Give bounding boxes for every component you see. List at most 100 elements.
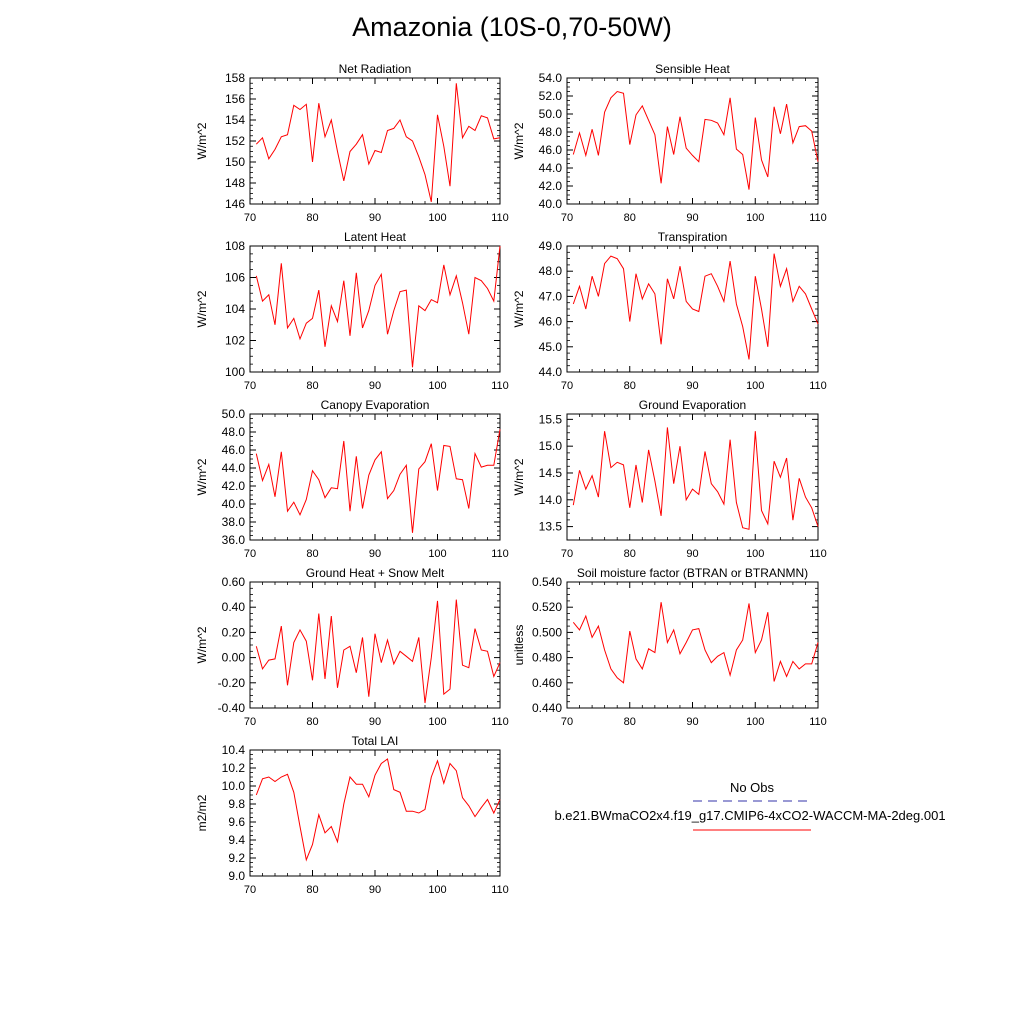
y-tick-label: 158 — [225, 71, 245, 85]
x-tick-label: 110 — [491, 884, 509, 896]
y-tick-label: 10.0 — [222, 779, 246, 793]
x-tick-label: 70 — [244, 212, 256, 224]
series-line-canopy-evaporation — [255, 429, 501, 533]
x-tick-label: 90 — [686, 716, 698, 728]
series-line-ground-heat-snow-melt — [255, 599, 501, 704]
series-line-total-lai — [255, 758, 501, 862]
y-tick-label: 104 — [225, 302, 245, 316]
y-tick-label: 9.0 — [228, 869, 245, 883]
y-axis-label: W/m^2 — [195, 458, 209, 495]
y-tick-label: 48.0 — [539, 125, 563, 139]
series-line-soil-moisture-factor-btran-or-btranmn — [572, 602, 819, 684]
chart-ground-evaporation: Ground Evaporation 70 80 90 100 110 13.5 14.0 14… — [512, 398, 827, 560]
y-tick-label: 106 — [225, 271, 245, 285]
series-line-sensible-heat — [572, 90, 819, 190]
y-tick-label: 0.480 — [532, 651, 562, 665]
chart-title: Ground Evaporation — [639, 398, 746, 412]
x-tick-label: 70 — [244, 548, 256, 560]
x-tick-label: 100 — [428, 212, 446, 224]
x-tick-label: 100 — [428, 380, 446, 392]
y-tick-label: 102 — [225, 334, 245, 348]
x-tick-label: 100 — [746, 212, 764, 224]
chart-transpiration: Transpiration 70 80 90 100 110 44.0 45.0 46.0 47.… — [512, 230, 827, 392]
plot-frame — [566, 77, 819, 205]
chart-title: Sensible Heat — [655, 62, 730, 76]
series-line-transpiration — [572, 253, 819, 360]
legend-obs-label: No Obs — [729, 780, 775, 795]
chart-title: Transpiration — [658, 230, 728, 244]
plot-frame — [249, 77, 501, 205]
x-tick-label: 100 — [746, 716, 764, 728]
x-tick-label: 110 — [491, 380, 509, 392]
x-tick-label: 110 — [491, 716, 509, 728]
y-tick-label: 0.40 — [222, 600, 246, 614]
series-line-ground-evaporation — [572, 427, 819, 530]
series-line-net-radiation — [255, 83, 501, 203]
y-tick-label: 0.540 — [532, 575, 562, 589]
y-tick-label: -0.20 — [218, 676, 246, 690]
y-tick-label: 100 — [225, 365, 245, 379]
y-tick-label: 52.0 — [539, 89, 563, 103]
y-tick-label: 46.0 — [539, 143, 563, 157]
page-title: Amazonia (10S-0,70-50W) — [352, 12, 672, 42]
y-tick-label: 0.20 — [222, 625, 246, 639]
y-tick-label: 0.460 — [532, 676, 562, 690]
chart-title: Canopy Evaporation — [321, 398, 430, 412]
x-tick-label: 70 — [244, 380, 256, 392]
x-tick-label: 90 — [369, 548, 381, 560]
x-tick-label: 70 — [244, 716, 256, 728]
x-tick-label: 90 — [686, 548, 698, 560]
y-tick-label: 46.0 — [222, 443, 246, 457]
y-axis-label: W/m^2 — [512, 290, 526, 327]
x-tick-label: 90 — [369, 884, 381, 896]
chart-sensible-heat: Sensible Heat 70 80 90 100 110 40.0 42.0 44.0 46.… — [512, 62, 827, 224]
y-tick-label: 108 — [225, 239, 245, 253]
y-tick-label: 50.0 — [222, 407, 246, 421]
x-tick-label: 80 — [306, 380, 318, 392]
x-tick-label: 90 — [369, 380, 381, 392]
x-tick-label: 100 — [428, 716, 446, 728]
chart-title: Latent Heat — [344, 230, 407, 244]
y-tick-label: 154 — [225, 113, 245, 127]
chart-title: Ground Heat + Snow Melt — [306, 566, 445, 580]
x-tick-label: 80 — [306, 884, 318, 896]
chart-title: Total LAI — [352, 734, 399, 748]
x-tick-label: 80 — [624, 716, 636, 728]
y-tick-label: 47.0 — [539, 289, 563, 303]
x-tick-label: 80 — [624, 548, 636, 560]
plot-frame — [249, 413, 501, 541]
y-axis-label: W/m^2 — [195, 290, 209, 327]
y-tick-label: 38.0 — [222, 515, 246, 529]
chart-latent-heat: Latent Heat 70 80 90 100 110 100 102 104 106 108 W/… — [195, 230, 509, 392]
x-tick-label: 100 — [428, 884, 446, 896]
x-tick-label: 80 — [306, 548, 318, 560]
x-tick-label: 80 — [624, 212, 636, 224]
y-tick-label: 9.6 — [228, 815, 245, 829]
x-tick-label: 110 — [809, 212, 827, 224]
x-tick-label: 110 — [491, 548, 509, 560]
y-tick-label: 156 — [225, 92, 245, 106]
y-tick-label: 9.2 — [228, 851, 245, 865]
y-tick-label: 146 — [225, 197, 245, 211]
y-tick-label: 50.0 — [539, 107, 563, 121]
y-tick-label: 14.0 — [539, 493, 563, 507]
y-tick-label: 40.0 — [539, 197, 563, 211]
y-axis-label: W/m^2 — [195, 626, 209, 663]
y-axis-label: unitless — [512, 625, 526, 666]
y-tick-label: 40.0 — [222, 497, 246, 511]
x-tick-label: 90 — [369, 716, 381, 728]
x-tick-label: 90 — [686, 212, 698, 224]
legend-model-label: b.e21.BWmaCO2x4.f19_g17.CMIP6-4xCO2-WACC… — [554, 808, 946, 823]
y-tick-label: 48.0 — [222, 425, 246, 439]
x-tick-label: 80 — [306, 716, 318, 728]
chart-title: Net Radiation — [339, 62, 412, 76]
chart-soil-moisture-factor-btran-or-btranmn: Soil moisture factor (BTRAN or BTRANMN) 7… — [512, 566, 827, 728]
x-tick-label: 100 — [428, 548, 446, 560]
x-tick-label: 110 — [491, 212, 509, 224]
y-axis-label: W/m^2 — [512, 122, 526, 159]
plot-frame — [249, 581, 501, 709]
chart-title: Soil moisture factor (BTRAN or BTRANMN) — [577, 566, 808, 580]
y-tick-label: 14.5 — [539, 466, 563, 480]
y-tick-label: 0.60 — [222, 575, 246, 589]
